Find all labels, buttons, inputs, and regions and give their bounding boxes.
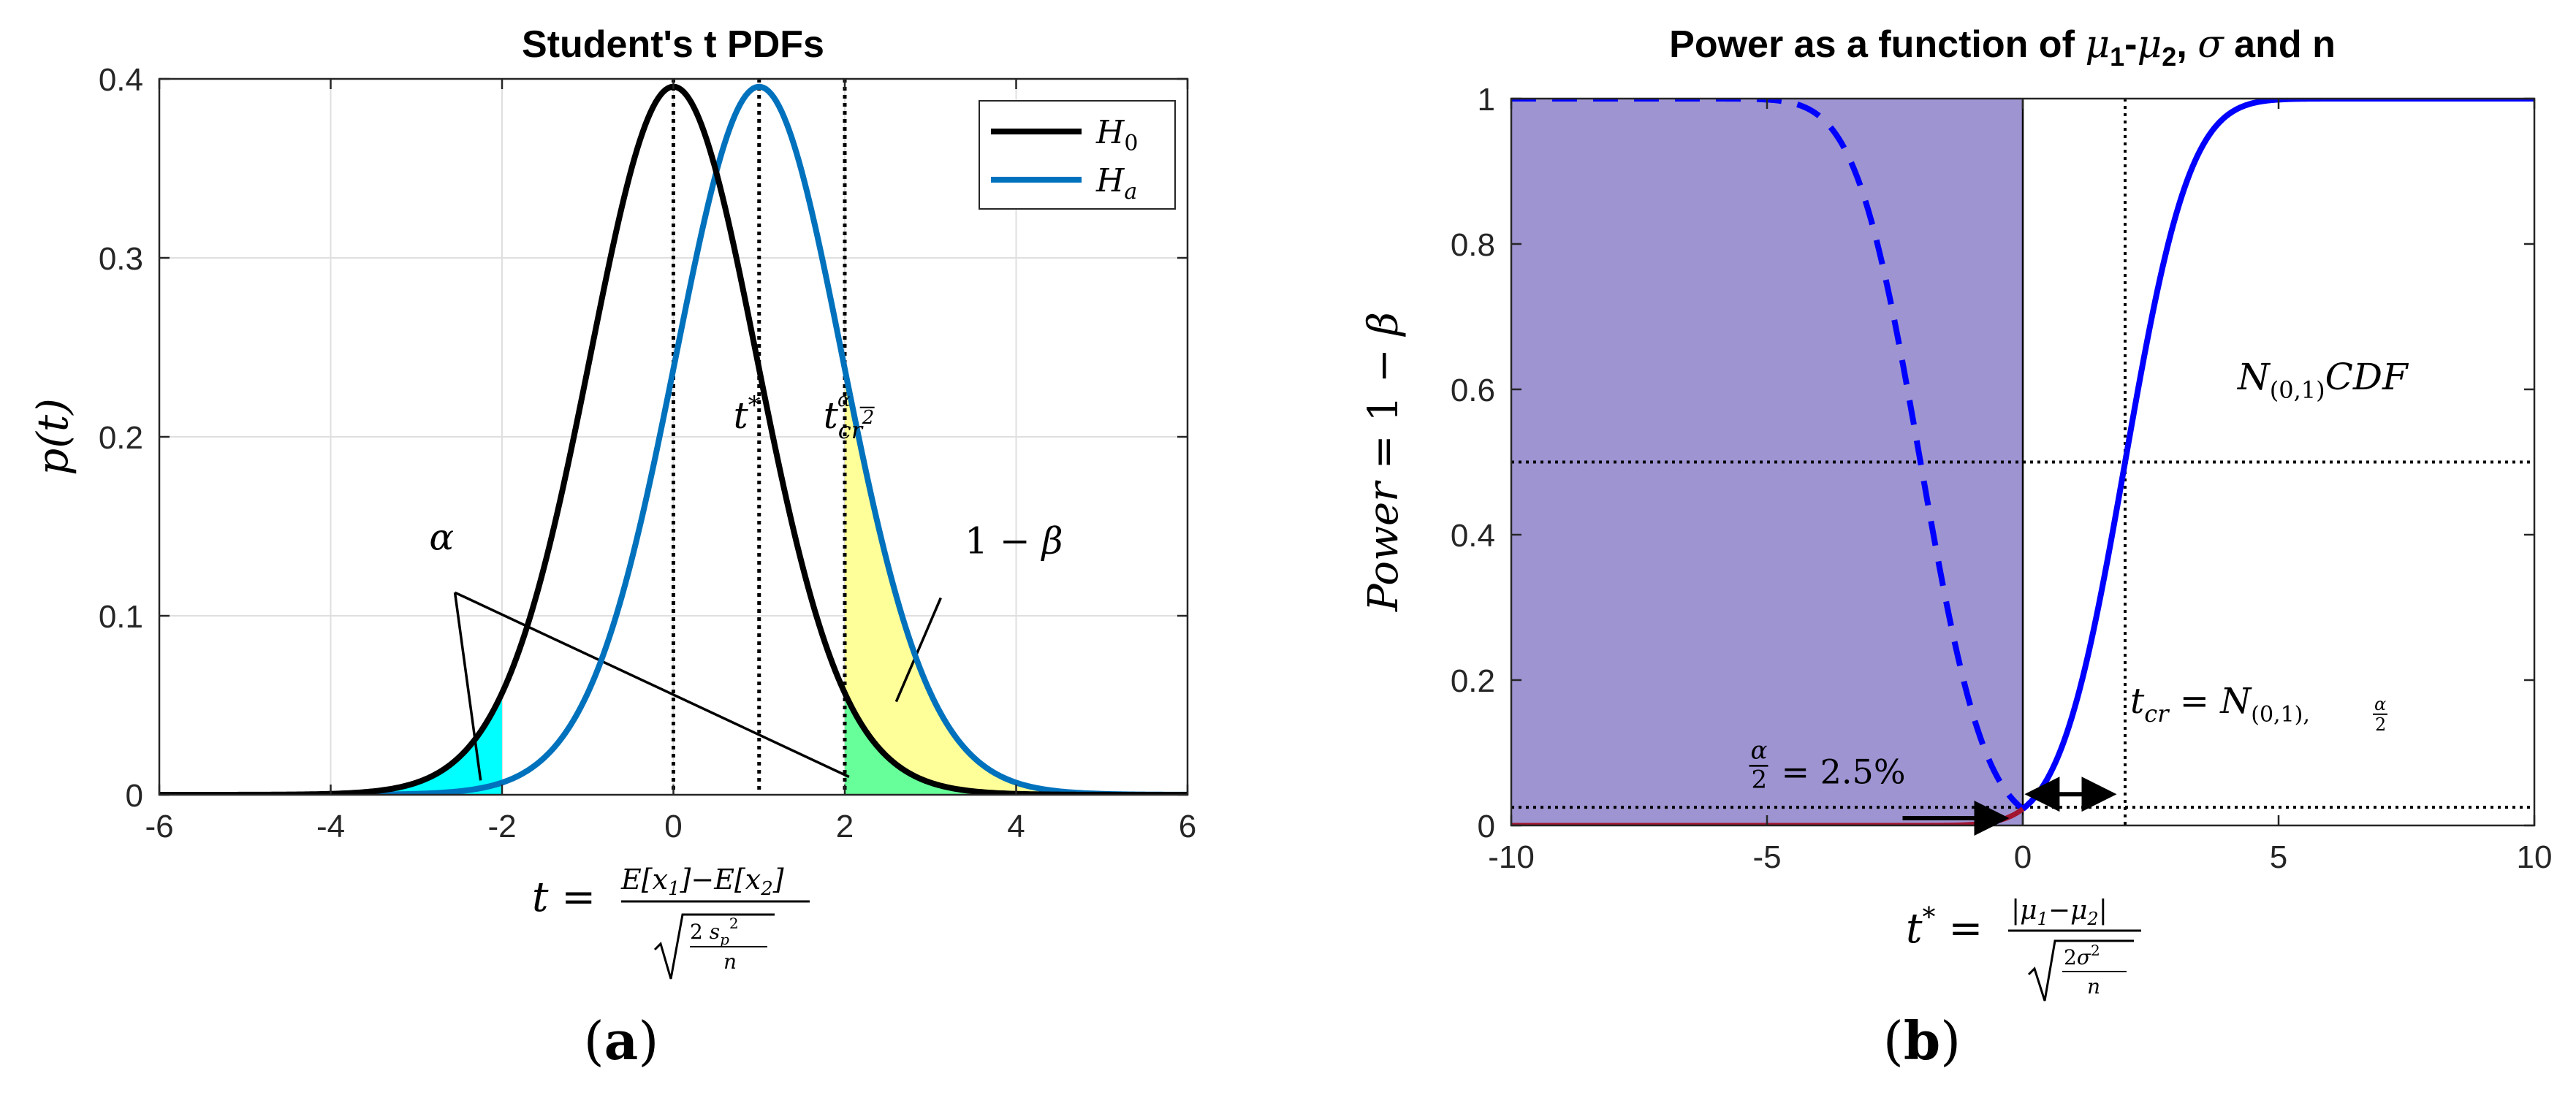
annotation-t-critical-b-two: 2 bbox=[2375, 714, 2386, 735]
xtick-label-a-5: 4 bbox=[1007, 809, 1025, 844]
xlabel-a: t = E[x1]−E[x2] 2 sp2 n bbox=[532, 863, 810, 980]
xlabel-a-numerator: E[x1]−E[x2] bbox=[620, 863, 784, 900]
title-a: Student's t PDFs bbox=[522, 23, 824, 66]
alpha-pointer-lines bbox=[453, 591, 942, 781]
annotation-t-critical-text: tcrα bbox=[824, 389, 864, 444]
shaded-region-a-1 bbox=[845, 693, 1188, 795]
xtick-label-b-3: 5 bbox=[2270, 839, 2287, 875]
ytick-label-b-4: 0.8 bbox=[1451, 227, 1495, 263]
xlabel-b: t* = |μ1−μ2| 2σ2 n bbox=[1906, 896, 2141, 1001]
xlabel-b-sqrt-num: 2σ2 bbox=[2064, 942, 2100, 969]
ytick-label-a-1: 0.1 bbox=[99, 599, 143, 635]
shaded-region-a-0 bbox=[159, 693, 502, 795]
xlabel-a-lhs: t = bbox=[532, 874, 596, 921]
xtick-label-b-2: 0 bbox=[2014, 839, 2032, 875]
ylabel-a: p(t) bbox=[28, 398, 77, 476]
power-pointer bbox=[894, 597, 942, 703]
xlabel-a-sqrt-num: 2 sp2 bbox=[690, 915, 739, 948]
ticks-b: -10 -5 0 5 10 0 0.2 0.4 0.6 0.8 1 bbox=[1451, 82, 2553, 875]
alpha-pointer-right bbox=[454, 591, 850, 779]
xtick-label-a-2: -2 bbox=[487, 809, 516, 844]
annotation-t-critical-b-alpha: α bbox=[2374, 694, 2386, 714]
panel-a-t-pdfs: -6 -4 -2 0 2 4 6 0 0.1 0.2 0.3 0.4 Student's t PDFs… bbox=[28, 23, 1196, 1072]
xtick-label-a-4: 2 bbox=[836, 809, 854, 844]
annotation-alpha-half: α 2 = 2.5% bbox=[1749, 736, 1906, 794]
ytick-label-b-1: 0.2 bbox=[1451, 663, 1495, 699]
xtick-label-b-4: 10 bbox=[2517, 839, 2553, 875]
xtick-label-b-0: -10 bbox=[1488, 839, 1535, 875]
alpha-pointer-left bbox=[453, 592, 482, 781]
annotation-t-critical-denom: 2 bbox=[862, 407, 875, 429]
xlabel-b-sqrt bbox=[2027, 939, 2134, 1001]
xtick-label-a-0: -6 bbox=[145, 809, 173, 844]
vertical-lines-a bbox=[672, 79, 847, 795]
xlabel-a-sqrt-denom: n bbox=[723, 950, 737, 974]
ytick-label-a-4: 0.4 bbox=[99, 62, 143, 98]
panel-label-a: (a) bbox=[584, 1010, 659, 1072]
annotation-alpha-half-value: = 2.5% bbox=[1782, 752, 1906, 791]
ytick-label-a-0: 0 bbox=[126, 778, 143, 814]
legend-a: H0 Ha bbox=[979, 100, 1176, 210]
title-b: Power as a function of μ1-μ2, σ and n bbox=[1669, 23, 2336, 72]
xlabel-b-sqrt-denom: n bbox=[2087, 974, 2100, 999]
ytick-label-b-0: 0 bbox=[1478, 809, 1495, 844]
annotation-alpha-half-den: 2 bbox=[1752, 765, 1768, 794]
arrows-b bbox=[1902, 777, 2117, 836]
xtick-label-a-3: 0 bbox=[664, 809, 682, 844]
xlabel-b-lhs: t* = bbox=[1906, 903, 1983, 953]
xtick-label-a-1: -4 bbox=[316, 809, 345, 844]
ytick-label-a-3: 0.3 bbox=[99, 241, 143, 277]
ytick-label-b-3: 0.6 bbox=[1451, 373, 1495, 408]
ticks-a: -6 -4 -2 0 2 4 6 0 0.1 0.2 0.3 0.4 bbox=[99, 62, 1196, 844]
ytick-label-b-5: 1 bbox=[1478, 82, 1495, 118]
ytick-label-b-2: 0.4 bbox=[1451, 518, 1495, 554]
annotation-alpha: α bbox=[429, 516, 454, 558]
xtick-label-a-6: 6 bbox=[1179, 809, 1196, 844]
annotation-one-minus-beta: 1 − β bbox=[965, 519, 1063, 562]
xtick-label-b-1: -5 bbox=[1752, 839, 1781, 875]
annotation-t-critical: tcrα 2 bbox=[824, 389, 875, 444]
panel-label-b: (b) bbox=[1883, 1010, 1961, 1072]
xlabel-a-sqrt bbox=[653, 913, 775, 980]
xlabel-b-numerator: |μ1−μ2| bbox=[2011, 896, 2108, 929]
ytick-label-a-2: 0.2 bbox=[99, 420, 143, 456]
ylabel-b: Power = 1 − β bbox=[1360, 312, 1407, 612]
legend-box bbox=[979, 100, 1176, 210]
annotation-alpha-half-num: α bbox=[1751, 736, 1768, 765]
panel-b-power: -10 -5 0 5 10 0 0.2 0.4 0.6 0.8 1 Power as a funct… bbox=[1360, 23, 2552, 1072]
